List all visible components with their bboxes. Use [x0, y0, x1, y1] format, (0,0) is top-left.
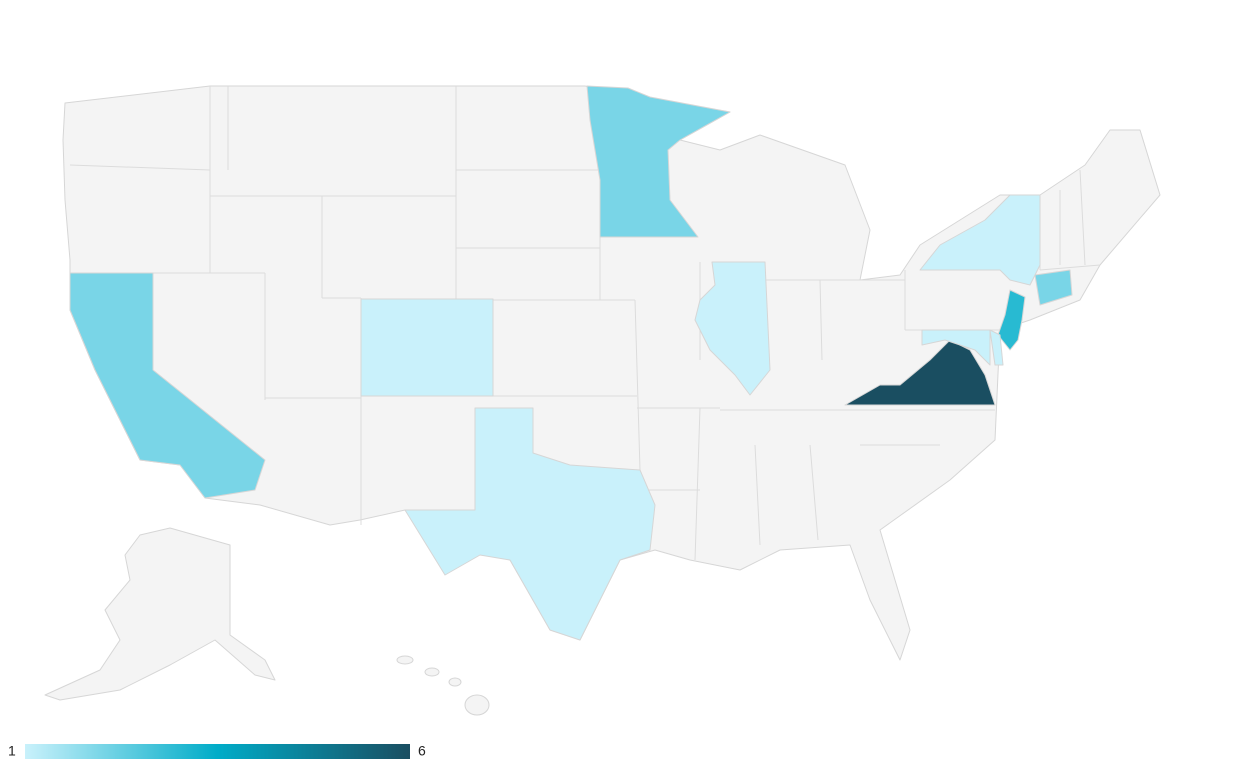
region: [989, 329, 1004, 366]
hawaii: [396, 655, 490, 716]
state-borders: [69, 86, 1101, 561]
region: [919, 194, 1041, 286]
color-legend: [25, 744, 410, 759]
region: [69, 272, 266, 499]
region: [360, 298, 494, 397]
region: [997, 289, 1026, 351]
legend-max: 6: [418, 743, 426, 759]
alaska: [44, 527, 276, 701]
region: [694, 261, 771, 396]
region: [404, 407, 656, 641]
legend-min: 1: [8, 743, 16, 759]
region: [1034, 269, 1073, 306]
regions: [69, 85, 1073, 641]
region: [586, 85, 731, 238]
